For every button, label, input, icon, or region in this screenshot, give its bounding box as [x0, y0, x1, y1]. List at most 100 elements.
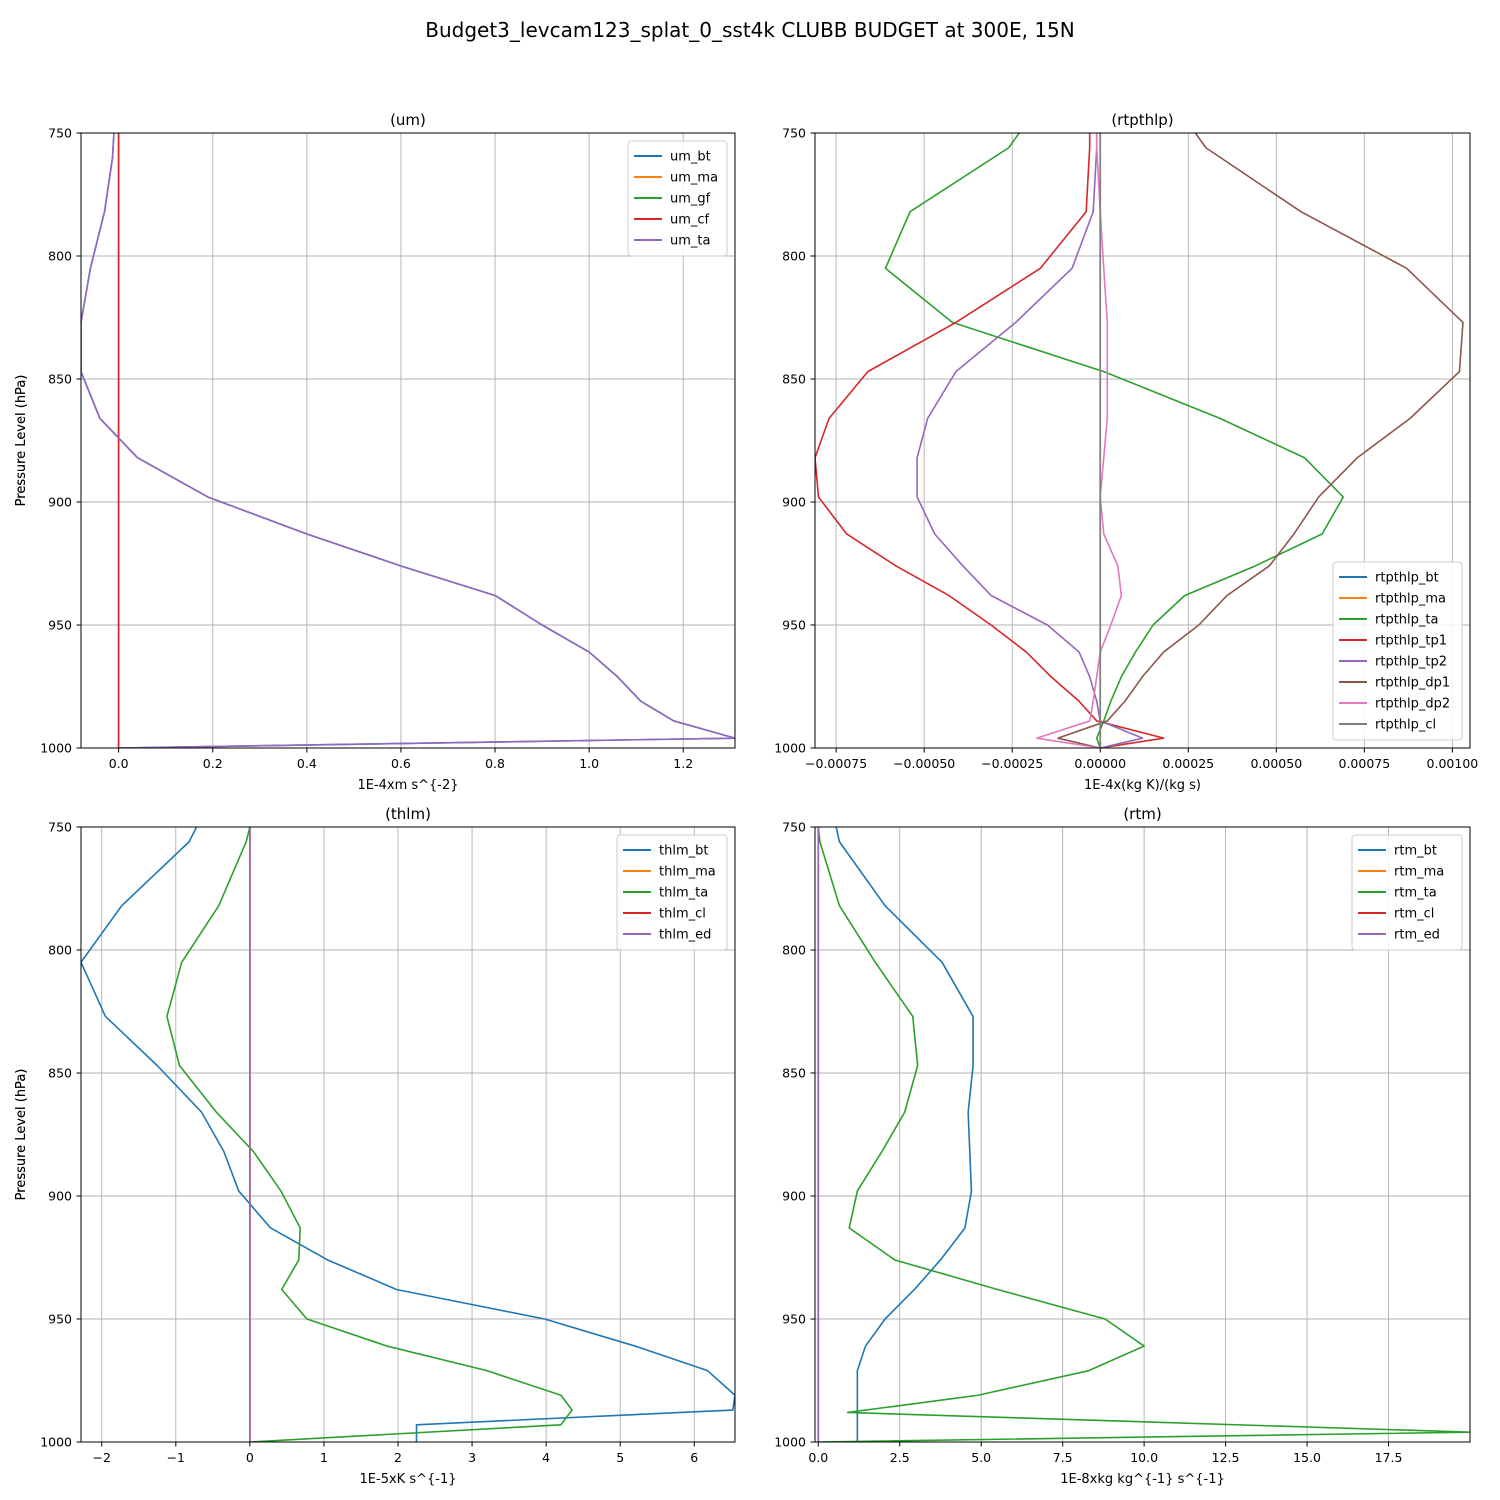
legend-box — [627, 140, 728, 257]
legend-entry: rtpthlp_ma — [1375, 592, 1446, 607]
y-axis-label: Pressure Level (hPa) — [14, 375, 29, 507]
panel-title: (thlm) — [385, 805, 431, 823]
panel-title: (um) — [390, 111, 426, 129]
panel-title: (rtpthlp) — [1111, 111, 1173, 129]
legend-entry: rtm_ed — [1394, 928, 1440, 943]
x-tick-label: 4 — [542, 1450, 550, 1465]
axes-frame — [814, 132, 1471, 749]
x-axis-label: 1E-4xm s^{-2} — [357, 778, 458, 793]
legend-entry: thlm_bt — [659, 844, 708, 859]
x-tick-label: 0.00075 — [1339, 756, 1391, 771]
y-tick-label: 950 — [48, 1312, 72, 1327]
x-tick-label: 0.00025 — [1162, 756, 1214, 771]
x-tick-label: 0.2 — [203, 756, 223, 771]
y-tick-label: 1000 — [40, 741, 72, 756]
x-tick-label: 17.5 — [1375, 1450, 1403, 1465]
legend-entry: um_ta — [670, 234, 710, 249]
legend-entry: rtpthlp_bt — [1375, 571, 1439, 586]
x-tick-label: 0.6 — [391, 756, 411, 771]
x-tick-label: −0.00025 — [981, 756, 1043, 771]
x-tick-label: 1 — [320, 1450, 328, 1465]
axes-frame — [814, 826, 1471, 1443]
y-tick-label: 1000 — [774, 741, 806, 756]
x-tick-label: 6 — [690, 1450, 698, 1465]
legend-entry: rtpthlp_dp1 — [1375, 676, 1450, 691]
axes-frame — [80, 826, 736, 1443]
series-line-rtm-ta — [817, 827, 1470, 1442]
y-tick-label: 950 — [782, 618, 806, 633]
x-tick-label: 0 — [246, 1450, 254, 1465]
series-lines — [81, 827, 735, 1442]
series-lines — [817, 827, 1470, 1442]
series-line-rtpthlp-tp1 — [815, 133, 1165, 748]
y-tick-label: 900 — [48, 1189, 72, 1204]
legend: thlm_bt thlm_ma thlm_ta thlm_cl thlm_ed — [616, 834, 728, 951]
y-tick-label: 900 — [782, 1189, 806, 1204]
figure-title: Budget3_levcam123_splat_0_sst4k CLUBB BU… — [425, 18, 1075, 42]
x-tick-label: 7.5 — [1053, 1450, 1073, 1465]
y-tick-label: 900 — [48, 495, 72, 510]
legend: rtpthlp_bt rtpthlp_ma rtpthlp_ta rtpthlp_tp… — [1332, 561, 1463, 741]
series-lines — [81, 133, 735, 748]
legend-entry: thlm_ma — [659, 865, 716, 880]
y-tick-label: 750 — [48, 126, 72, 141]
series-line-rtpthlp-ta — [884, 133, 1345, 748]
y-tick-label: 850 — [48, 1066, 72, 1081]
x-tick-label: 5.0 — [971, 1450, 991, 1465]
y-axis-label: Pressure Level (hPa) — [14, 375, 29, 507]
legend-entry: um_gf — [670, 192, 711, 207]
x-tick-label: 0.4 — [297, 756, 317, 771]
x-axis-label: 1E-4x(kg K)/(kg s) — [1084, 778, 1201, 793]
x-axis-label: 1E-8xkg kg^{-1} s^{-1} — [1060, 1472, 1225, 1487]
x-tick-label: 15.0 — [1293, 1450, 1321, 1465]
legend-entry: um_ma — [670, 171, 718, 186]
legend-entry: rtpthlp_cl — [1375, 718, 1436, 733]
legend-entry: rtpthlp_tp1 — [1375, 634, 1447, 649]
x-tick-label: 12.5 — [1212, 1450, 1240, 1465]
legend-entry: rtpthlp_dp2 — [1375, 697, 1450, 712]
x-tick-label: 0.0 — [109, 756, 129, 771]
legend: um_bt um_ma um_gf um_cf um_ta — [627, 140, 728, 257]
series-line-rtpthlp-dp2 — [1036, 133, 1123, 748]
legend: rtm_bt rtm_ma rtm_ta rtm_cl rtm_ed — [1351, 834, 1463, 951]
x-tick-label: 0.00000 — [1074, 756, 1126, 771]
legend-entry: um_cf — [670, 213, 710, 228]
series-lines — [815, 133, 1464, 748]
y-tick-label: 1000 — [40, 1435, 72, 1450]
x-tick-label: 5 — [616, 1450, 624, 1465]
x-tick-label: 3 — [468, 1450, 476, 1465]
x-tick-label: 0.0 — [808, 1450, 828, 1465]
y-tick-label: 750 — [782, 126, 806, 141]
x-tick-label: 1.0 — [579, 756, 599, 771]
x-tick-label: −2 — [93, 1450, 111, 1465]
x-tick-label: 10.0 — [1130, 1450, 1158, 1465]
y-tick-label: 850 — [48, 372, 72, 387]
series-line-thlm-bt — [81, 827, 735, 1442]
y-tick-label: 850 — [782, 1066, 806, 1081]
panel-2: −0.00075 −0.00050 −0.00025 0.00000 0.00025 0.… — [14, 111, 1478, 793]
legend-box — [1351, 834, 1463, 951]
series-line-thlm-ta — [166, 827, 573, 1442]
legend-entry: rtpthlp_tp2 — [1375, 655, 1447, 670]
legend-entry: rtm_ta — [1394, 886, 1437, 901]
legend-entry: rtm_cl — [1394, 907, 1434, 922]
legend-box — [616, 834, 728, 951]
y-axis-label: Pressure Level (hPa) — [14, 1069, 29, 1201]
y-tick-label: 850 — [782, 372, 806, 387]
y-tick-label: 800 — [782, 943, 806, 958]
legend-entry: thlm_cl — [659, 907, 706, 922]
legend-entry: rtm_bt — [1394, 844, 1437, 859]
y-tick-label: 750 — [48, 820, 72, 835]
y-tick-label: 950 — [782, 1312, 806, 1327]
legend-box — [1332, 561, 1463, 741]
panel-1: 0.0 0.2 0.4 0.6 0.8 1.0 1.2 750 800 850 900 950 1000… — [14, 111, 736, 793]
legend-entry: rtm_ma — [1394, 865, 1444, 880]
series-line-rtm-bt — [835, 827, 974, 1442]
x-tick-label: −1 — [167, 1450, 185, 1465]
x-tick-label: 2 — [394, 1450, 402, 1465]
x-axis-label: 1E-5xK s^{-1} — [360, 1472, 457, 1487]
panel-3: −2 −1 0 1 2 3 4 5 6 750 800 850 900 950 1000 (thlm) 1E-5… — [14, 805, 736, 1487]
y-tick-label: 800 — [48, 943, 72, 958]
x-tick-label: 0.00100 — [1427, 756, 1479, 771]
